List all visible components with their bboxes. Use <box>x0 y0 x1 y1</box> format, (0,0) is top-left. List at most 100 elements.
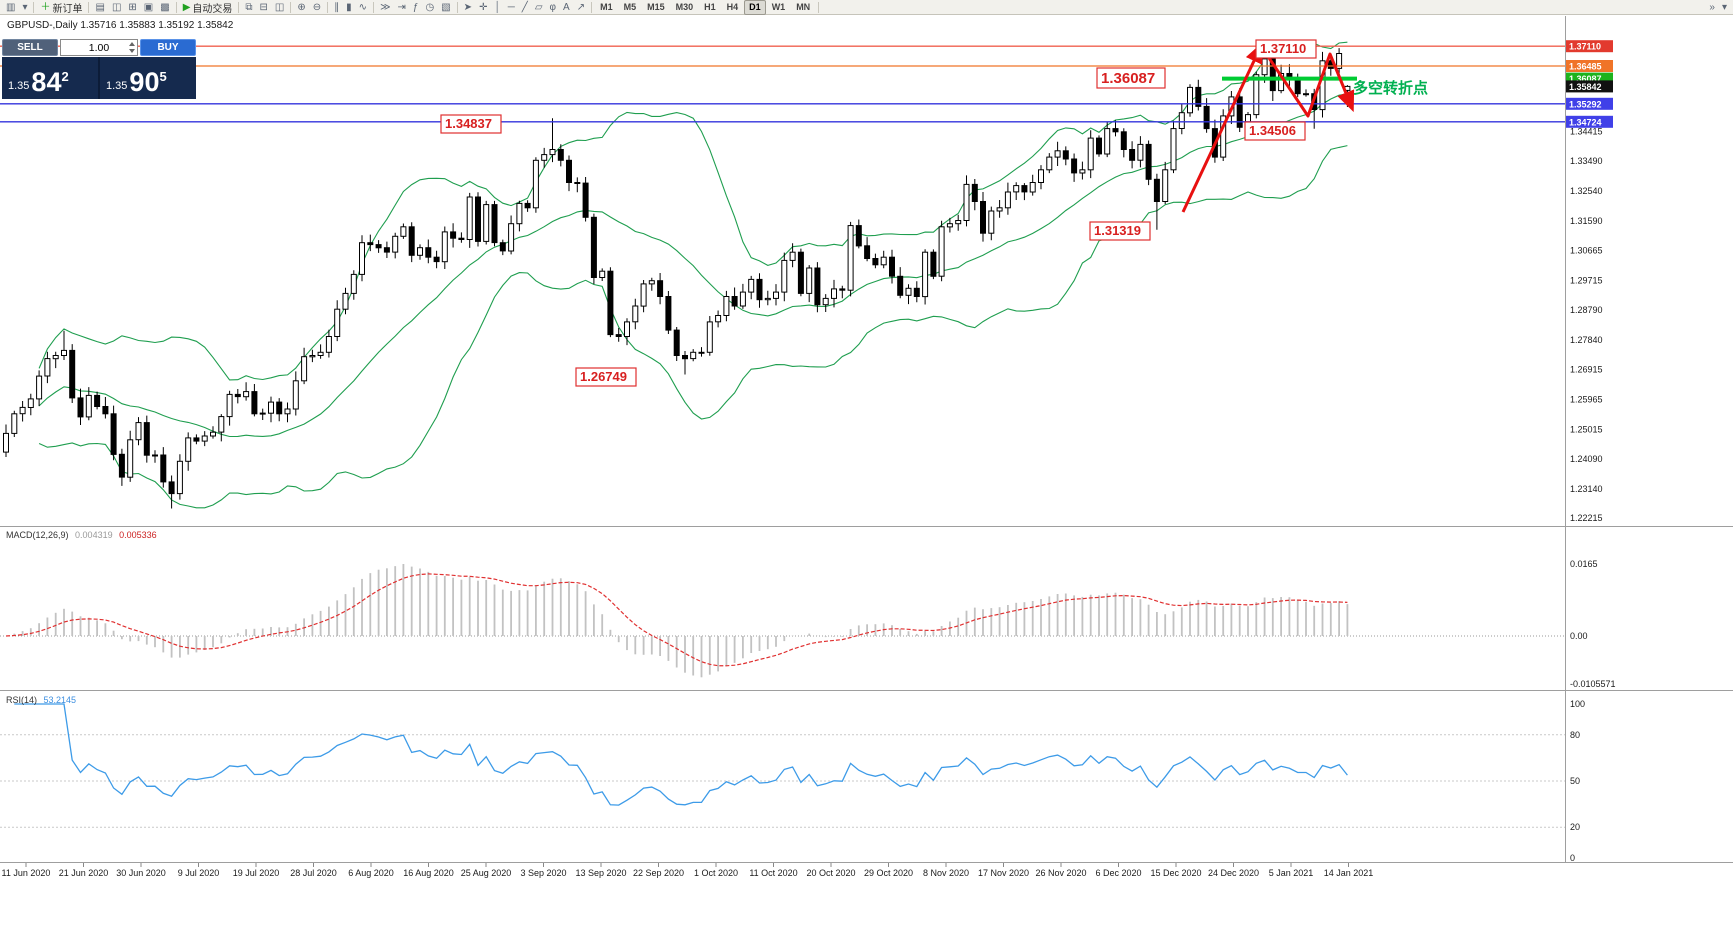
vertical-line-icon-glyph: │ <box>494 1 501 13</box>
autotrading-button[interactable]: ▶ 自动交易 <box>180 0 236 15</box>
tile-vertical-icon[interactable]: ◫ <box>272 0 287 15</box>
macd-indicator-label: MACD(12,26,9) 0.004319 0.005336 <box>6 530 157 540</box>
price-axis-badge-1.37110: 1.37110 <box>1566 40 1613 53</box>
macd-main-value: 0.004319 <box>75 530 113 540</box>
cursor-icon[interactable]: ➤ <box>461 0 475 15</box>
zoom-in-icon[interactable]: ⊕ <box>294 0 308 15</box>
svg-text:1.31319: 1.31319 <box>1094 223 1141 238</box>
fibonacci-icon[interactable]: φ <box>547 0 559 15</box>
price-annotation-1.34837[interactable]: 1.34837 <box>440 114 502 134</box>
svg-text:29 Oct 2020: 29 Oct 2020 <box>864 868 913 878</box>
buy-price-prefix: 1.35 <box>106 80 128 92</box>
new-order-button-label: 新订单 <box>52 3 83 15</box>
buy-button[interactable]: BUY <box>140 39 196 56</box>
macd-name: MACD(12,26,9) <box>6 530 69 540</box>
cursor-icon-glyph: ➤ <box>463 1 473 13</box>
svg-text:1.35842: 1.35842 <box>1569 82 1602 92</box>
text-label-icon-glyph: A <box>563 1 570 13</box>
trendline-icon[interactable]: ╱ <box>519 0 531 15</box>
chart-profiles-icon[interactable]: ▾ <box>19 0 30 15</box>
sell-button[interactable]: SELL <box>2 39 58 56</box>
svg-text:3 Sep 2020: 3 Sep 2020 <box>520 868 566 878</box>
sell-price[interactable]: 1.35 84 2 <box>2 57 98 99</box>
svg-text:1.36087: 1.36087 <box>1569 74 1602 84</box>
text-label-icon[interactable]: A <box>560 0 573 15</box>
zoom-out-icon[interactable]: ⊖ <box>310 0 324 15</box>
trend-arrow-1[interactable] <box>1181 41 1263 213</box>
autoscroll-icon[interactable]: ≫ <box>377 0 393 15</box>
price-annotation-1.36087[interactable]: 1.36087 <box>1096 67 1166 89</box>
timeframe-m30-button[interactable]: M30 <box>675 1 694 12</box>
lot-spinner[interactable] <box>127 41 136 54</box>
cascade-windows-icon[interactable]: ⧉ <box>242 0 255 15</box>
periods-icon[interactable]: ◷ <box>422 0 437 15</box>
toolbar-separator <box>456 1 458 13</box>
price-annotation-1.26749[interactable]: 1.26749 <box>575 367 637 387</box>
timeframe-d1-button[interactable]: D1 <box>744 0 766 15</box>
chart-canvas[interactable]: 1.37110 1.36087 1.34837 1.34506 1.31319 1.267… <box>0 16 1733 882</box>
toolbar-overflow-icon[interactable]: » <box>1706 0 1718 15</box>
trend-arrow-2[interactable] <box>1259 45 1355 118</box>
rsi-level-lines <box>0 734 1565 828</box>
svg-text:19 Jul 2020: 19 Jul 2020 <box>233 868 280 878</box>
svg-text:0.00: 0.00 <box>1570 631 1588 641</box>
new-order-button[interactable]: ＋新订单 <box>37 0 85 15</box>
templates-icon[interactable]: ▧ <box>438 0 453 15</box>
indicators-icon[interactable]: ƒ <box>410 0 422 15</box>
chart-window[interactable]: 1.37110 1.36087 1.34837 1.34506 1.31319 1.267… <box>0 16 1733 943</box>
navigator-icon[interactable]: ⊞ <box>125 0 139 15</box>
price-annotation-1.34506[interactable]: 1.34506 <box>1244 121 1306 141</box>
bar-chart-icon-glyph: ∥ <box>334 1 340 13</box>
horizontal-line-icon[interactable]: ─ <box>505 0 518 15</box>
timeframe-w1-button[interactable]: W1 <box>771 1 786 12</box>
market-watch-icon[interactable]: ▤ <box>92 0 107 15</box>
svg-text:100: 100 <box>1570 699 1585 709</box>
price-annotation-1.37110[interactable]: 1.37110 <box>1255 39 1317 59</box>
svg-text:1.32540: 1.32540 <box>1570 186 1603 196</box>
line-chart-icon[interactable]: ∿ <box>356 0 370 15</box>
svg-text:13 Sep 2020: 13 Sep 2020 <box>575 868 626 878</box>
tile-horizontal-icon[interactable]: ⊟ <box>257 0 271 15</box>
strategy-tester-icon[interactable]: ▩ <box>157 0 172 15</box>
equidistant-channel-icon[interactable]: ▱ <box>532 0 546 15</box>
svg-text:17 Nov 2020: 17 Nov 2020 <box>978 868 1029 878</box>
terminal-icon[interactable]: ▣ <box>141 0 156 15</box>
lot-spin-up-icon[interactable] <box>128 42 135 46</box>
arrows-tool-icon[interactable]: ↗ <box>574 0 588 15</box>
autotrading-button-label: 自动交易 <box>192 3 233 15</box>
rsi-name: RSI(14) <box>6 695 38 705</box>
price-annotation-1.31319[interactable]: 1.31319 <box>1089 221 1151 241</box>
svg-text:1 Oct 2020: 1 Oct 2020 <box>694 868 738 878</box>
new-chart-icon[interactable]: ▥ <box>3 0 18 15</box>
macd-axis-labels: 0.0165 0.00 -0.0105571 <box>1570 559 1616 689</box>
crosshair-icon[interactable]: ✛ <box>476 0 490 15</box>
timeframe-m15-button[interactable]: M15 <box>647 1 665 12</box>
timeframe-m5-button[interactable]: M5 <box>623 1 637 12</box>
crosshair-icon-glyph: ✛ <box>479 1 488 13</box>
chart-shift-icon[interactable]: ⇥ <box>395 0 409 15</box>
timeframe-h4-button[interactable]: H4 <box>726 1 739 12</box>
price-axis-badge-1.35842: 1.35842 <box>1566 80 1613 93</box>
svg-text:0.0165: 0.0165 <box>1570 559 1598 569</box>
buy-price[interactable]: 1.35 90 5 <box>100 57 196 99</box>
svg-text:1.37110: 1.37110 <box>1569 42 1601 52</box>
indicators-icon-glyph: ƒ <box>412 1 419 13</box>
bar-chart-icon[interactable]: ∥ <box>331 0 342 15</box>
lot-spin-down-icon[interactable] <box>128 49 135 53</box>
timeframe-m1-button[interactable]: M1 <box>600 1 613 12</box>
toolbar-separator <box>88 1 90 13</box>
data-window-icon[interactable]: ◫ <box>109 0 124 15</box>
svg-text:0: 0 <box>1570 853 1575 863</box>
candlestick-chart-icon[interactable]: ▮ <box>343 0 355 15</box>
timeframe-mn-button[interactable]: MN <box>796 1 811 12</box>
chart-shift-icon-glyph: ⇥ <box>397 1 406 13</box>
lot-size-field[interactable]: 1.00 <box>60 39 138 56</box>
autoscroll-icon-glyph: ≫ <box>380 1 391 13</box>
vertical-line-icon[interactable]: │ <box>491 0 503 15</box>
rsi-indicator-label: RSI(14) 53.2145 <box>6 695 76 705</box>
turning-point-annotation[interactable]: 多空转折点 <box>1353 79 1428 97</box>
toolbar-options-icon[interactable]: ▾ <box>1719 0 1730 15</box>
svg-text:1.36485: 1.36485 <box>1569 62 1602 72</box>
toolbar: ▥ ▾ ＋新订单 ▤ ◫ ⊞ ▣ ▩ ▶ 自动交易 ⧉ ⊟ ◫ ⊕ ⊖ ∥ ▮ ∿ ≫ ⇥ ƒ ◷ ▧ ➤ ✛ │ ─ ╱ ▱ φ A ↗ M1… <box>0 0 1733 15</box>
timeframe-h1-button[interactable]: H1 <box>704 1 716 12</box>
